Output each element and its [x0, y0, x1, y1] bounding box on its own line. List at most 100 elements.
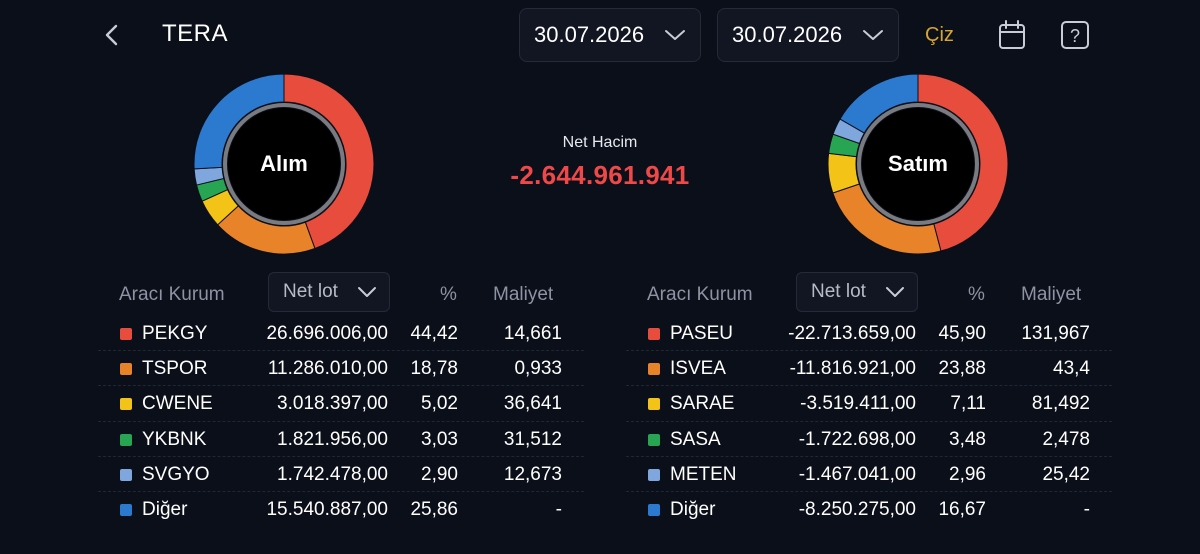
broker-name: YKBNK: [142, 428, 207, 450]
cost-value: 81,492: [1031, 393, 1090, 415]
sell-donut-label: Satım: [888, 151, 948, 176]
table-row[interactable]: PASEU -22.713.659,00 45,90 131,967: [626, 316, 1112, 352]
percent-value: 3,48: [949, 428, 986, 450]
color-swatch: [120, 468, 132, 481]
table-row[interactable]: SARAE -3.519.411,00 7,11 81,492: [626, 386, 1112, 422]
draw-button[interactable]: Çiz: [925, 24, 954, 46]
donut-center: [228, 108, 340, 220]
broker-name: SVGYO: [142, 463, 210, 485]
end-date-select[interactable]: 30.07.2026: [717, 8, 899, 62]
percent-value: 2,90: [421, 463, 458, 485]
table-row[interactable]: ISVEA -11.816.921,00 23,88 43,4: [626, 351, 1112, 387]
cost-value: -: [555, 498, 562, 520]
color-swatch: [648, 398, 660, 411]
sell-table-header: Aracı Kurum Net lot % Maliyet: [626, 272, 1112, 316]
broker-name: ISVEA: [670, 358, 726, 380]
broker-name: METEN: [670, 463, 737, 485]
percent-value: 5,02: [421, 393, 458, 415]
cost-value: -: [1083, 498, 1090, 520]
cost-value: 131,967: [1021, 323, 1090, 344]
cost-value: 36,641: [503, 393, 562, 415]
page-title: TERA: [162, 20, 229, 47]
color-swatch: [648, 468, 660, 481]
broker-name: TSPOR: [142, 358, 208, 380]
color-swatch: [120, 328, 132, 340]
donut-slice-paseu: [917, 73, 1009, 252]
net-lot-value: 3.018.397,00: [277, 393, 388, 415]
net-volume-label: Net Hacim: [562, 134, 638, 151]
net-lot-select-value: Net lot: [283, 281, 338, 302]
net-lot-value: 11.286.010,00: [267, 358, 388, 380]
color-swatch: [120, 503, 132, 516]
net-lot-value: -11.816.921,00: [789, 358, 916, 380]
cost-value: 31,512: [503, 428, 562, 450]
donut-slice-pekgy: [283, 73, 375, 250]
percent-value: 45,90: [938, 323, 986, 344]
percent-header: %: [968, 284, 985, 305]
cost-value: 0,933: [514, 358, 562, 380]
broker-name: SASA: [670, 428, 721, 450]
calendar-icon[interactable]: [997, 19, 1027, 51]
donut-slice-diğer: [193, 73, 285, 170]
donut-inner-ring: [857, 103, 979, 225]
cost-value: 14,661: [503, 323, 562, 344]
cost-value: 2,478: [1042, 428, 1090, 450]
chevron-left-icon[interactable]: [98, 20, 126, 50]
net-lot-value: -3.519.411,00: [800, 393, 916, 415]
sell-donut-svg: [827, 73, 1009, 255]
color-swatch: [648, 363, 660, 376]
percent-value: 23,88: [938, 358, 986, 380]
broker-name: PASEU: [670, 323, 734, 344]
net-lot-value: 1.821.956,00: [277, 428, 388, 450]
percent-value: 18,78: [410, 358, 458, 380]
broker-name: Diğer: [142, 498, 188, 520]
table-row[interactable]: Diğer -8.250.275,00 16,67 -: [626, 492, 1112, 527]
broker-name: PEKGY: [142, 323, 208, 344]
percent-value: 2,96: [949, 463, 986, 485]
chevron-down-icon: [863, 30, 883, 40]
cost-value: 25,42: [1042, 463, 1090, 485]
net-lot-value: 26.696.006,00: [266, 323, 388, 344]
percent-value: 3,03: [421, 428, 458, 450]
color-swatch: [648, 503, 660, 516]
svg-text:?: ?: [1070, 26, 1080, 46]
net-lot-select[interactable]: Net lot: [796, 272, 918, 312]
header-bar: TERA 30.07.2026 30.07.2026 Çiz ?: [0, 0, 1200, 72]
color-swatch: [648, 328, 660, 340]
chevron-down-icon: [358, 287, 376, 297]
table-row[interactable]: Diğer 15.540.887,00 25,86 -: [98, 492, 584, 527]
table-row[interactable]: CWENE 3.018.397,00 5,02 36,641: [98, 386, 584, 422]
net-lot-value: 15.540.887,00: [266, 498, 388, 520]
table-row[interactable]: YKBNK 1.821.956,00 3,03 31,512: [98, 422, 584, 457]
table-row[interactable]: SVGYO 1.742.478,00 2,90 12,673: [98, 457, 584, 492]
broker-name: SARAE: [670, 393, 735, 415]
buy-donut-svg: [193, 73, 375, 255]
sell-table: Aracı Kurum Net lot % Maliyet PASEU -22.7…: [626, 272, 1112, 527]
help-icon[interactable]: ?: [1060, 19, 1090, 51]
buy-table-header: Aracı Kurum Net lot % Maliyet: [98, 272, 584, 316]
table-row[interactable]: METEN -1.467.041,00 2,96 25,42: [626, 457, 1112, 492]
chevron-down-icon: [665, 30, 685, 40]
broker-header: Aracı Kurum: [647, 284, 753, 305]
start-date-value: 30.07.2026: [534, 22, 645, 47]
cost-header: Maliyet: [493, 284, 554, 305]
buy-donut-label: Alım: [260, 151, 308, 176]
net-lot-select[interactable]: Net lot: [268, 272, 390, 312]
start-date-select[interactable]: 30.07.2026: [519, 8, 701, 62]
net-lot-value: -1.467.041,00: [798, 463, 916, 485]
buy-donut-chart: Alım: [192, 72, 376, 256]
broker-header: Aracı Kurum: [119, 284, 225, 305]
net-lot-select-value: Net lot: [811, 281, 866, 302]
cost-value: 43,4: [1053, 358, 1090, 380]
net-lot-value: -8.250.275,00: [798, 498, 916, 520]
net-volume: Net Hacim -2.644.961.941: [450, 134, 750, 191]
color-swatch: [120, 398, 132, 411]
net-lot-value: -1.722.698,00: [798, 428, 916, 450]
table-row[interactable]: TSPOR 11.286.010,00 18,78 0,933: [98, 351, 584, 387]
color-swatch: [120, 433, 132, 446]
table-row[interactable]: PEKGY 26.696.006,00 44,42 14,661: [98, 316, 584, 352]
broker-name: Diğer: [670, 498, 716, 520]
percent-value: 16,67: [938, 498, 986, 520]
table-row[interactable]: SASA -1.722.698,00 3,48 2,478: [626, 422, 1112, 457]
cost-header: Maliyet: [1021, 284, 1082, 305]
